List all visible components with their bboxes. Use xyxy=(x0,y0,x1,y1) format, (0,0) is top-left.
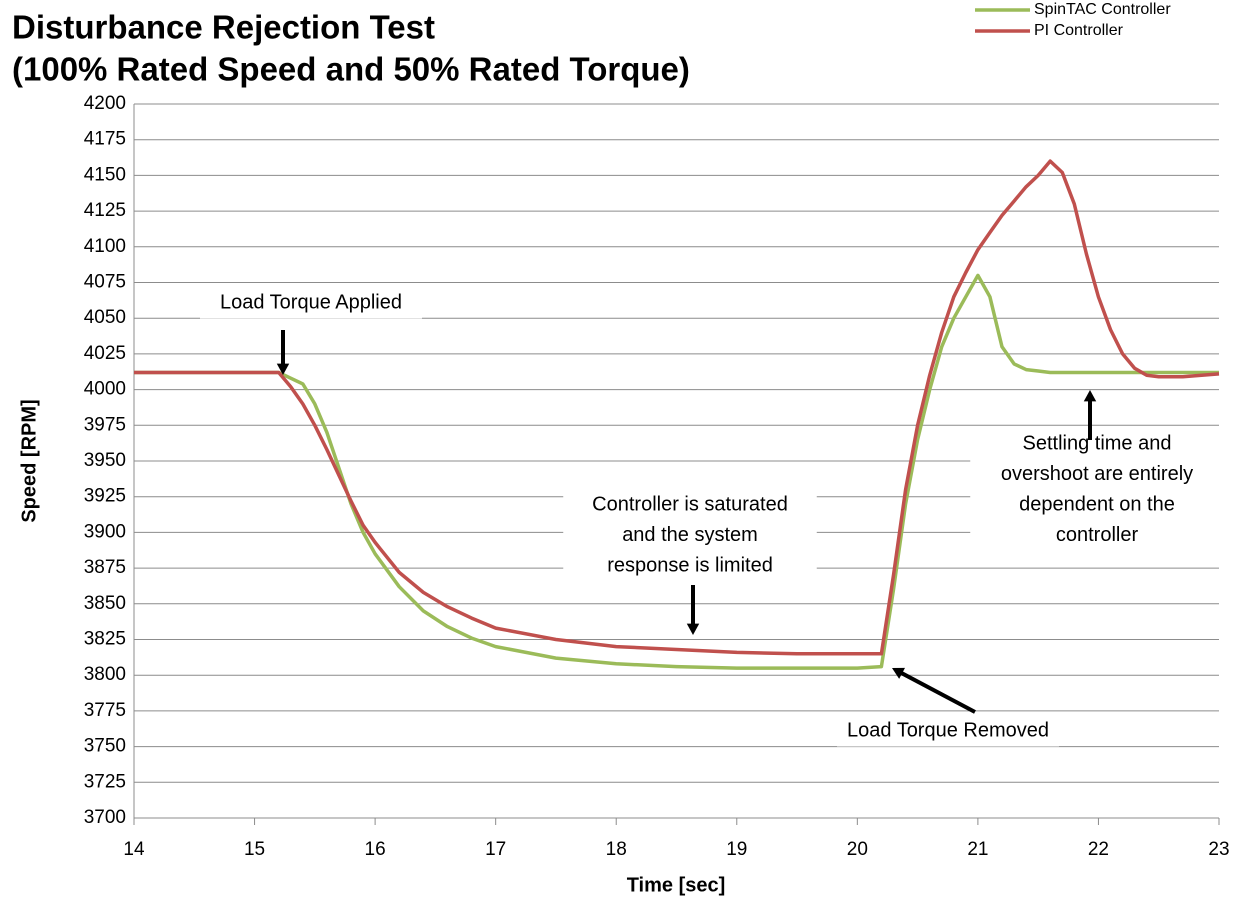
chart-title: Disturbance Rejection Test xyxy=(12,9,435,46)
series-line xyxy=(134,159,1220,656)
x-tick-label: 21 xyxy=(967,839,988,860)
arrow-head xyxy=(276,363,290,375)
arrow-head xyxy=(1083,390,1097,402)
x-tick-label: 23 xyxy=(1208,839,1229,860)
y-tick-label: 4150 xyxy=(84,164,126,185)
arrow-head xyxy=(686,623,700,635)
legend-label: SpinTAC Controller xyxy=(1034,1,1171,18)
x-tick-label: 19 xyxy=(726,839,747,860)
y-tick-label: 4125 xyxy=(84,200,126,221)
annotation: and the system xyxy=(622,524,758,546)
x-tick-label: 16 xyxy=(365,839,386,860)
annotation: Settling time and xyxy=(1023,432,1172,454)
annotation-background xyxy=(200,288,422,319)
x-tick-label: 22 xyxy=(1088,839,1109,860)
y-tick-label: 3800 xyxy=(84,664,126,685)
legend-label: PI Controller xyxy=(1034,22,1124,39)
y-tick-label: 3750 xyxy=(84,736,126,757)
y-tick-label: 3825 xyxy=(84,629,126,650)
arrow-shaft xyxy=(896,669,976,714)
annotation: Load Torque Applied xyxy=(220,291,402,313)
y-tick-label: 3900 xyxy=(84,521,126,542)
y-tick-label: 3975 xyxy=(84,414,126,435)
arrow-head xyxy=(892,667,905,679)
annotation: Load Torque Removed xyxy=(847,719,1049,741)
annotation-background xyxy=(563,490,817,582)
annotation: dependent on the xyxy=(1019,493,1175,515)
y-tick-label: 4000 xyxy=(84,379,126,400)
y-tick-label: 4200 xyxy=(84,93,126,114)
chart-subtitle: (100% Rated Speed and 50% Rated Torque) xyxy=(12,51,690,88)
y-tick-label: 4100 xyxy=(84,236,126,257)
x-tick-label: 20 xyxy=(847,839,868,860)
y-tick-label: 4075 xyxy=(84,272,126,293)
y-tick-label: 3850 xyxy=(84,593,126,614)
y-tick-label: 3775 xyxy=(84,700,126,721)
annotation: controller xyxy=(1056,524,1139,546)
annotation-background xyxy=(837,716,1059,747)
y-tick-label: 4025 xyxy=(84,343,126,364)
annotation: overshoot are entirely xyxy=(1001,463,1193,485)
x-tick-label: 18 xyxy=(606,839,627,860)
y-tick-label: 4175 xyxy=(84,129,126,150)
x-tick-label: 17 xyxy=(485,839,506,860)
x-tick-label: 15 xyxy=(244,839,265,860)
y-tick-label: 3875 xyxy=(84,557,126,578)
y-tick-label: 3925 xyxy=(84,486,126,507)
y-tick-label: 3725 xyxy=(84,771,126,792)
y-axis-title: Speed [RPM] xyxy=(18,399,40,522)
x-tick-label: 14 xyxy=(123,839,145,860)
annotation: Controller is saturated xyxy=(592,493,788,515)
y-tick-label: 4050 xyxy=(84,307,126,328)
x-axis-title: Time [sec] xyxy=(627,874,726,896)
annotation-background xyxy=(970,429,1224,551)
y-tick-label: 3700 xyxy=(84,807,126,828)
annotation: response is limited xyxy=(607,554,773,576)
y-tick-label: 3950 xyxy=(84,450,126,471)
